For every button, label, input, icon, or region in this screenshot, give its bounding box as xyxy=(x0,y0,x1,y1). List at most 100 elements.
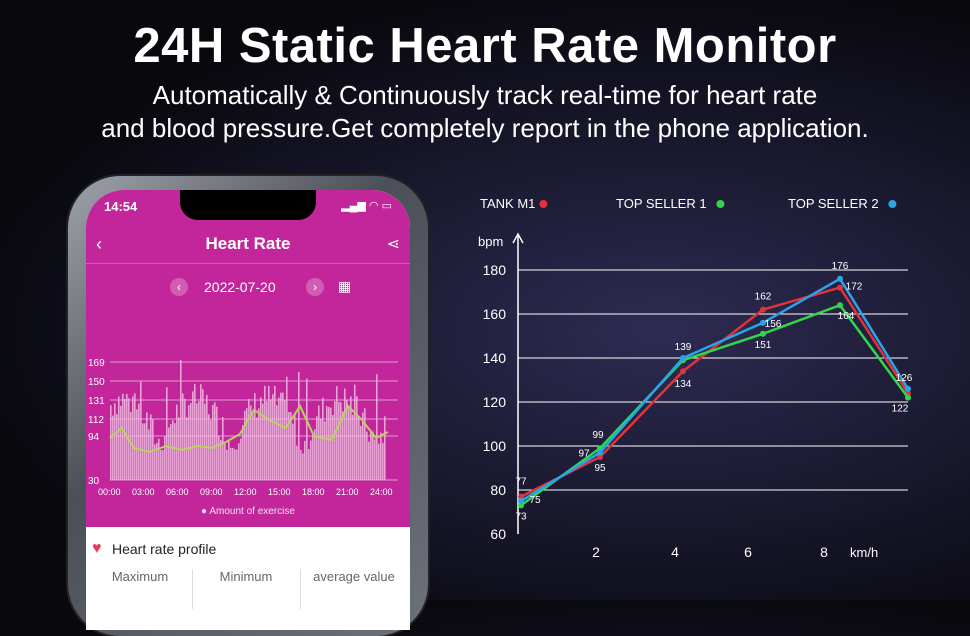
exercise-bar xyxy=(254,393,256,480)
exercise-bar xyxy=(256,417,258,480)
exercise-bar xyxy=(294,414,296,480)
phone-x-tick: 24:00 xyxy=(370,487,393,497)
exercise-bar xyxy=(236,449,238,480)
exercise-bar xyxy=(234,449,236,480)
exercise-bar xyxy=(350,396,352,480)
exercise-bar xyxy=(334,401,336,480)
exercise-bar xyxy=(136,409,138,480)
exercise-legend-label: Amount of exercise xyxy=(209,506,295,517)
x-tick-label: 8 xyxy=(820,544,828,560)
series-point xyxy=(518,502,524,509)
exercise-bar xyxy=(176,404,178,480)
series-point xyxy=(905,385,911,392)
exercise-bar xyxy=(324,421,326,480)
y-tick-label: 100 xyxy=(483,438,507,454)
prev-date-button[interactable]: ‹ xyxy=(170,278,188,296)
exercise-bar xyxy=(158,438,160,480)
exercise-bar xyxy=(114,403,116,480)
exercise-bar xyxy=(288,412,290,480)
x-tick-label: 6 xyxy=(744,544,752,560)
exercise-bar xyxy=(378,443,380,480)
phone-y-tick: 131 xyxy=(88,396,105,407)
exercise-bar xyxy=(220,439,222,480)
exercise-bar xyxy=(202,389,204,480)
headline: 24H Static Heart Rate Monitor xyxy=(133,19,837,73)
x-tick-label: 4 xyxy=(671,544,679,560)
share-icon[interactable]: ⋖ xyxy=(386,236,400,253)
exercise-bar xyxy=(282,392,284,480)
header-divider xyxy=(86,263,410,264)
exercise-bar xyxy=(216,406,218,480)
series-line xyxy=(520,277,910,503)
col-divider xyxy=(192,569,193,609)
data-label: 162 xyxy=(755,292,772,303)
data-label: 126 xyxy=(896,373,913,384)
exercise-bar xyxy=(332,415,334,480)
exercise-bar xyxy=(278,397,280,480)
exercise-bar xyxy=(116,414,118,480)
phone-screen: 14:54 ▂▄▆ ◠ ▭ ‹ Heart Rate ⋖ ‹ 2022-07-2… xyxy=(86,190,410,630)
exercise-bar xyxy=(356,396,358,480)
legend-label: TOP SELLER 1 xyxy=(616,196,707,211)
exercise-bar xyxy=(380,432,382,480)
exercise-bar xyxy=(384,416,386,480)
exercise-bar xyxy=(296,445,298,480)
exercise-bar xyxy=(232,447,234,480)
col-average: average value xyxy=(313,569,395,584)
exercise-bar xyxy=(264,385,266,480)
exercise-bar xyxy=(304,440,306,480)
exercise-bar xyxy=(162,450,164,480)
exercise-bar xyxy=(302,453,304,480)
exercise-bar xyxy=(146,412,148,480)
exercise-bar xyxy=(198,401,200,480)
legend-dot xyxy=(716,200,725,208)
heart-icon: ♥ xyxy=(92,540,102,557)
exercise-bar xyxy=(310,440,312,480)
exercise-bar xyxy=(182,393,184,480)
exercise-bar xyxy=(250,405,252,480)
exercise-bar xyxy=(238,443,240,480)
col-divider xyxy=(300,569,301,609)
exercise-bar xyxy=(270,399,272,480)
series-point xyxy=(837,302,843,309)
exercise-bar xyxy=(130,411,132,480)
exercise-bar xyxy=(330,407,332,480)
calendar-icon[interactable]: ▦ xyxy=(338,278,352,294)
next-date-button[interactable]: › xyxy=(306,278,324,296)
exercise-bar xyxy=(354,384,356,480)
exercise-bar xyxy=(326,406,328,480)
exercise-bar xyxy=(268,385,270,480)
series-point xyxy=(597,449,603,456)
profile-title: Heart rate profile xyxy=(112,541,217,557)
exercise-bar xyxy=(246,408,248,480)
exercise-bar xyxy=(342,411,344,480)
exercise-bar xyxy=(248,398,250,480)
exercise-bar xyxy=(194,383,196,480)
series-point xyxy=(760,330,766,337)
exercise-bar xyxy=(230,447,232,480)
exercise-bar xyxy=(352,414,354,480)
phone-x-tick: 12:00 xyxy=(234,487,257,497)
exercise-bar xyxy=(148,429,150,480)
exercise-bar xyxy=(132,396,134,480)
series-line xyxy=(520,303,910,507)
page-title: Heart Rate xyxy=(205,234,291,253)
exercise-bar xyxy=(370,430,372,480)
exercise-bar xyxy=(290,412,292,480)
y-tick-label: 60 xyxy=(490,526,506,542)
exercise-bar xyxy=(262,403,264,480)
back-icon[interactable]: ‹ xyxy=(96,234,102,254)
phone-y-tick: 94 xyxy=(88,432,100,443)
exercise-bar xyxy=(184,398,186,480)
exercise-bar xyxy=(252,412,254,480)
series-point xyxy=(905,394,911,401)
phone-y-tick: 150 xyxy=(88,377,105,388)
data-label: 77 xyxy=(515,477,527,488)
exercise-bar xyxy=(240,438,242,480)
data-label: 139 xyxy=(675,342,692,353)
data-label: 156 xyxy=(765,319,782,330)
y-tick-label: 140 xyxy=(483,350,507,366)
phone-y-tick: 169 xyxy=(88,358,105,369)
exercise-bar xyxy=(376,374,378,480)
exercise-bar xyxy=(344,388,346,480)
